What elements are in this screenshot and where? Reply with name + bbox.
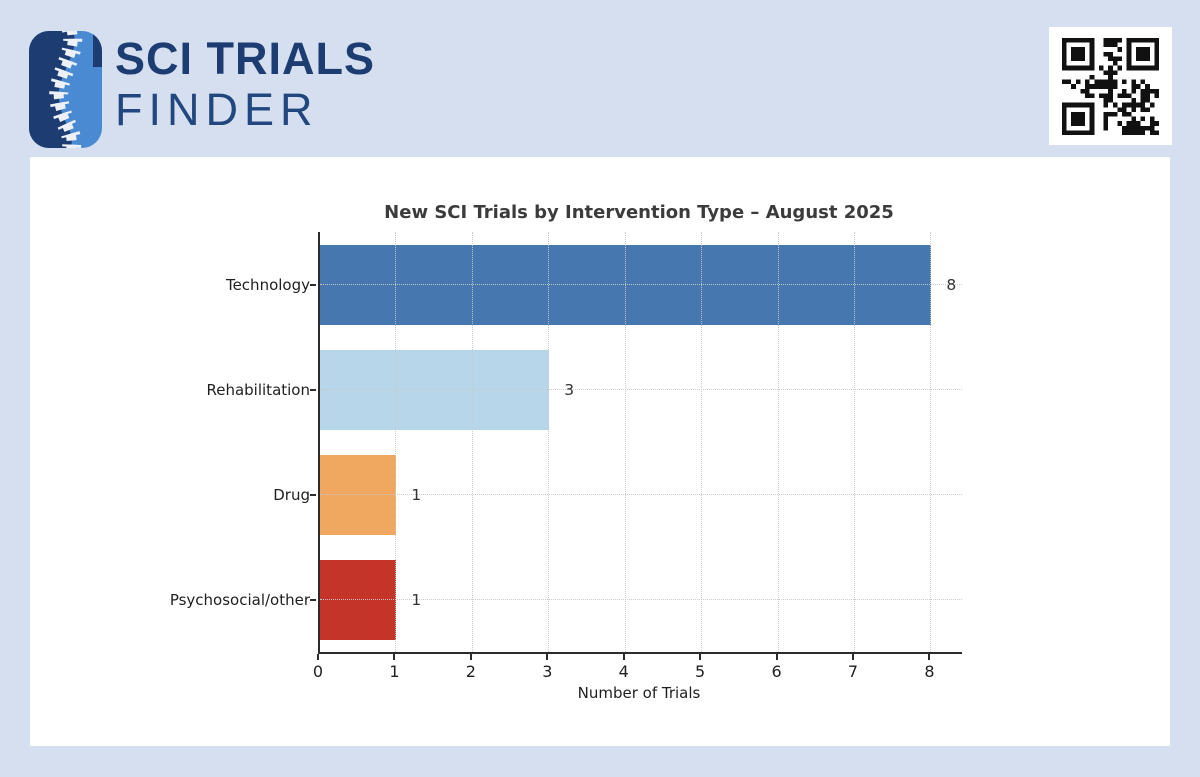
bar-technology [320,244,932,325]
x-axis-label: Number of Trials [577,684,701,702]
brand-name-line1: SCI TRIALS [115,33,376,84]
gridline-horizontal [320,388,962,390]
bar-value-label: 1 [411,485,422,504]
gridline-vertical [395,232,397,652]
x-tick-label: 0 [312,662,324,681]
x-tick-mark [699,654,702,660]
bar-value-label: 8 [946,275,957,294]
x-tick-label: 5 [695,662,706,681]
bar-rehabilitation [320,349,550,430]
x-tick-label: 2 [465,662,476,681]
x-tick-mark [546,654,549,660]
y-tick-mark [310,283,316,286]
y-tick-label: Technology [225,275,310,294]
y-tick-label: Rehabilitation [206,380,310,399]
gridline-vertical [471,232,473,652]
bar-psychosocial-other [320,559,397,640]
brand-wordmark: SCI TRIALS FINDER [115,33,375,135]
bar-value-label: 1 [411,590,422,609]
x-tick-mark [393,654,396,660]
x-tick-label: 8 [924,662,935,681]
gridline-vertical [548,232,550,652]
chart-title: New SCI Trials by Intervention Type – Au… [384,202,894,223]
x-tick-mark [622,654,625,660]
gridline-vertical [777,232,779,652]
x-tick-label: 1 [389,662,400,681]
spine-logo-icon [29,31,102,148]
x-tick-mark [317,654,319,660]
y-tick-mark [310,598,316,601]
gridline-vertical [930,232,932,652]
x-tick-label: 6 [771,662,782,681]
plot-area: 8 3 1 1 [318,232,962,654]
gridline-horizontal [320,283,962,285]
brand-name-line2: FINDER [115,84,319,135]
gridline-horizontal [320,598,962,600]
x-tick-mark [852,654,854,660]
bar-drug [320,454,397,535]
x-tick-mark [928,654,931,660]
gridline-vertical [701,232,703,652]
x-tick-label: 3 [542,662,553,681]
chart-card: New SCI Trials by Intervention Type – Au… [30,157,1170,746]
y-tick-label: Drug [273,485,310,504]
gridline-vertical [624,232,626,652]
qr-code [1049,27,1172,145]
y-tick-mark [310,493,316,496]
gridline-vertical [854,232,855,652]
y-tick-label: Psychosocial/other [169,590,310,609]
bar-value-label: 3 [564,380,575,399]
x-tick-mark [775,654,778,660]
gridline-horizontal [320,493,962,495]
y-tick-mark [310,388,316,391]
qr-code-pattern [1062,37,1159,135]
x-tick-mark [469,654,472,660]
x-tick-label: 7 [847,662,859,681]
x-tick-label: 4 [618,662,629,681]
